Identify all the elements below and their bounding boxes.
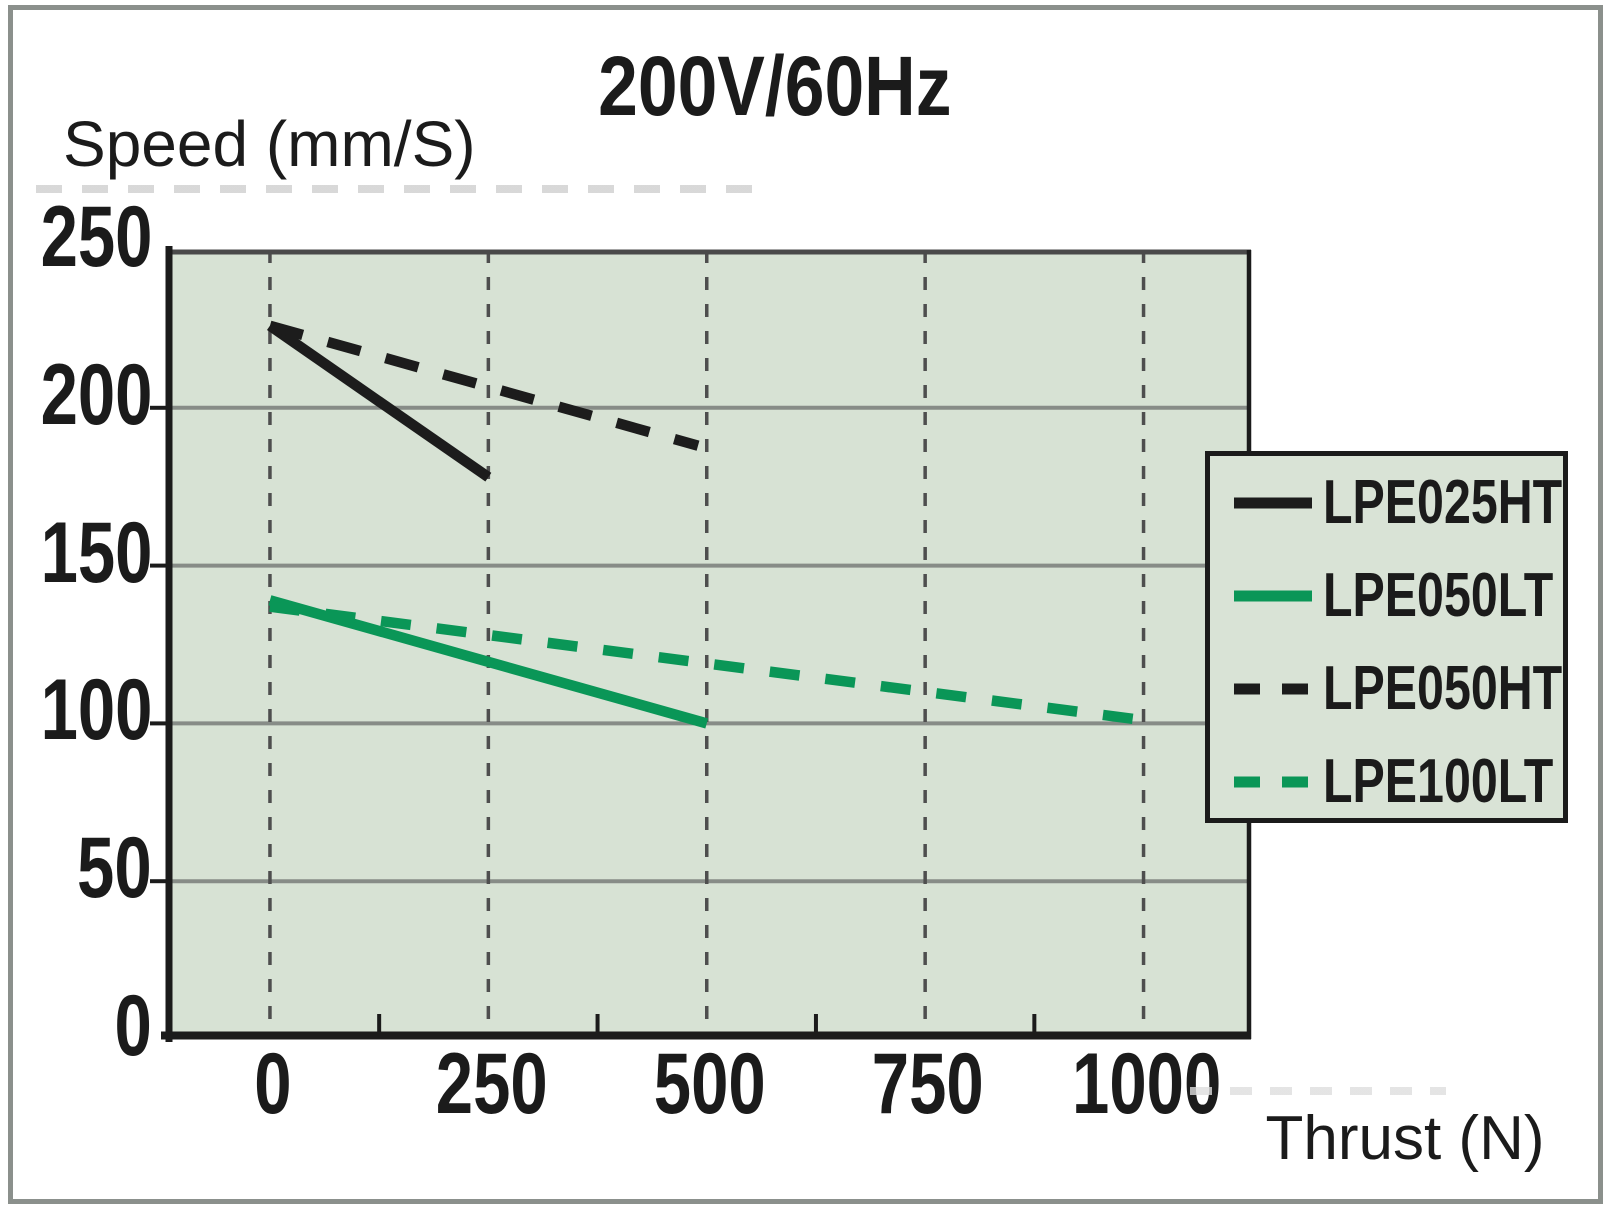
x-tick-label: 0 xyxy=(163,1041,383,1127)
y-tick-label-text: 200 xyxy=(40,346,152,443)
legend-label: LPE100LT xyxy=(1323,746,1554,816)
y-tick-label: 100 xyxy=(0,665,152,755)
legend-row-lpe100lt: LPE100LT xyxy=(1210,735,1563,828)
series-line-lpe100lt xyxy=(269,601,1145,726)
y-tick-label: 50 xyxy=(0,823,152,913)
y-tick-label-text: 150 xyxy=(40,504,152,601)
y-tick-label-text: 100 xyxy=(40,662,152,759)
x-tick-label: 250 xyxy=(381,1041,601,1127)
legend-label: LPE050LT xyxy=(1323,560,1554,630)
x-tick-label: 500 xyxy=(600,1041,820,1127)
legend: LPE025HT LPE050LT LPE050HT LPE100LT xyxy=(1205,451,1568,823)
y-tick-label-text: 50 xyxy=(77,820,152,917)
scan-artifact xyxy=(36,185,760,193)
x-tick-label: 1000 xyxy=(1037,1041,1257,1127)
x-tick-label-text: 250 xyxy=(435,1036,548,1132)
legend-row-lpe050ht: LPE050HT xyxy=(1210,642,1563,735)
y-tick-label-text: 0 xyxy=(114,978,152,1074)
x-tick-label-text: 750 xyxy=(872,1036,985,1132)
y-tick-label-text: 250 xyxy=(40,189,152,285)
chart-title-text: 200V/60Hz xyxy=(598,39,952,133)
y-axis-title: Speed (mm/S) xyxy=(63,108,476,180)
y-tick-label: 200 xyxy=(0,350,152,440)
x-tick-label-text: 0 xyxy=(254,1036,292,1132)
legend-label: LPE025HT xyxy=(1323,467,1563,537)
x-axis-title: Thrust (N) xyxy=(1265,1104,1545,1173)
series-line-lpe025ht xyxy=(266,321,492,482)
y-tick-label: 0 xyxy=(0,981,152,1071)
scan-artifact xyxy=(1190,1087,1446,1095)
x-tick-label: 750 xyxy=(818,1041,1038,1127)
legend-swatch-dashed-line xyxy=(1234,683,1312,694)
y-tick-label: 150 xyxy=(0,508,152,598)
legend-row-lpe025ht: LPE025HT xyxy=(1210,456,1563,549)
legend-swatch-dashed-line xyxy=(1234,776,1312,787)
x-tick-label-text: 500 xyxy=(653,1036,766,1132)
y-tick-label: 250 xyxy=(0,192,152,282)
legend-swatch-solid-line xyxy=(1234,590,1312,601)
legend-label: LPE050HT xyxy=(1323,653,1563,723)
series-line-lpe050ht xyxy=(268,320,700,451)
legend-row-lpe050lt: LPE050LT xyxy=(1210,549,1563,642)
x-tick-label-text: 1000 xyxy=(1071,1036,1222,1132)
legend-swatch-solid-line xyxy=(1234,497,1312,508)
chart-title: 200V/60Hz xyxy=(175,44,1375,128)
